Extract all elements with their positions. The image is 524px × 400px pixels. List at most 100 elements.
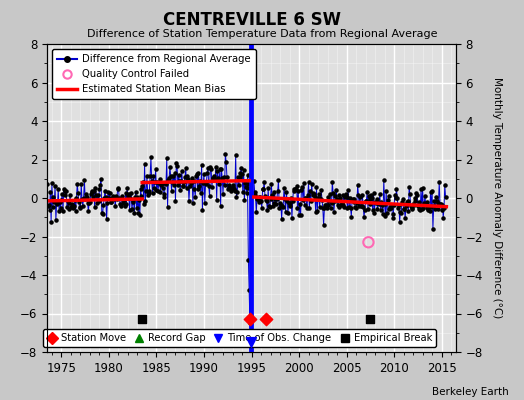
Point	[62, 188, 70, 194]
Point	[138, 316, 146, 322]
Point	[188, 175, 196, 181]
Point	[133, 205, 141, 211]
Point	[57, 196, 66, 203]
Point	[396, 218, 404, 225]
Point	[182, 185, 191, 192]
Point	[105, 189, 114, 196]
Point	[348, 196, 356, 203]
Point	[253, 196, 261, 202]
Point	[223, 174, 231, 180]
Point	[256, 194, 265, 200]
Point	[345, 204, 353, 210]
Point	[268, 192, 276, 198]
Point	[441, 194, 450, 201]
Point	[257, 198, 265, 204]
Point	[170, 182, 178, 188]
Point	[216, 166, 224, 172]
Point	[49, 204, 57, 210]
Point	[135, 197, 143, 204]
Point	[398, 199, 406, 205]
Point	[416, 207, 424, 214]
Point	[74, 190, 82, 196]
Point	[422, 199, 431, 206]
Point	[269, 203, 277, 209]
Point	[160, 194, 169, 200]
Point	[433, 206, 442, 212]
Point	[84, 208, 93, 214]
Point	[179, 182, 188, 189]
Point	[255, 194, 263, 200]
Point	[206, 164, 214, 170]
Point	[119, 200, 127, 206]
Point	[122, 201, 130, 208]
Point	[221, 182, 229, 188]
Point	[46, 207, 54, 214]
Point	[348, 196, 357, 202]
Point	[430, 198, 439, 204]
Point	[59, 207, 67, 214]
Point	[439, 214, 447, 221]
Point	[82, 191, 90, 197]
Point	[176, 187, 184, 194]
Point	[113, 196, 121, 202]
Point	[68, 200, 76, 207]
Point	[227, 188, 235, 194]
Point	[91, 204, 99, 210]
Point	[280, 196, 289, 202]
Point	[134, 209, 143, 216]
Point	[440, 205, 448, 212]
Point	[218, 174, 226, 181]
Point	[198, 162, 206, 168]
Point	[399, 206, 408, 212]
Point	[66, 192, 74, 198]
Point	[389, 211, 398, 218]
Point	[170, 170, 179, 177]
Point	[151, 179, 159, 185]
Point	[301, 194, 310, 201]
Point	[421, 193, 429, 199]
Point	[46, 188, 54, 195]
Point	[132, 188, 140, 195]
Point	[297, 186, 305, 193]
Point	[153, 178, 161, 185]
Point	[361, 207, 369, 213]
Point	[399, 196, 407, 202]
Point	[250, 189, 259, 196]
Point	[117, 203, 125, 209]
Point	[413, 203, 422, 209]
Point	[246, 316, 254, 322]
Point	[194, 170, 203, 176]
Point	[97, 176, 105, 182]
Point	[222, 159, 231, 166]
Point	[335, 192, 344, 198]
Point	[358, 192, 367, 198]
Point	[235, 174, 244, 180]
Point	[266, 204, 274, 210]
Point	[376, 191, 384, 198]
Point	[112, 193, 121, 200]
Point	[172, 160, 180, 166]
Point	[60, 188, 69, 194]
Point	[397, 210, 406, 216]
Point	[74, 198, 83, 205]
Point	[162, 155, 171, 161]
Point	[438, 202, 446, 208]
Point	[181, 174, 189, 180]
Point	[190, 186, 199, 192]
Point	[271, 196, 279, 202]
Point	[240, 197, 248, 204]
Point	[220, 174, 228, 180]
Point	[291, 186, 299, 192]
Point	[104, 189, 112, 195]
Point	[166, 164, 174, 170]
Text: Berkeley Earth: Berkeley Earth	[432, 387, 508, 397]
Point	[211, 176, 219, 183]
Point	[50, 199, 59, 206]
Point	[305, 205, 313, 211]
Point	[359, 204, 367, 210]
Point	[185, 183, 194, 189]
Point	[171, 198, 180, 205]
Point	[328, 200, 336, 206]
Point	[154, 188, 162, 194]
Point	[406, 191, 414, 198]
